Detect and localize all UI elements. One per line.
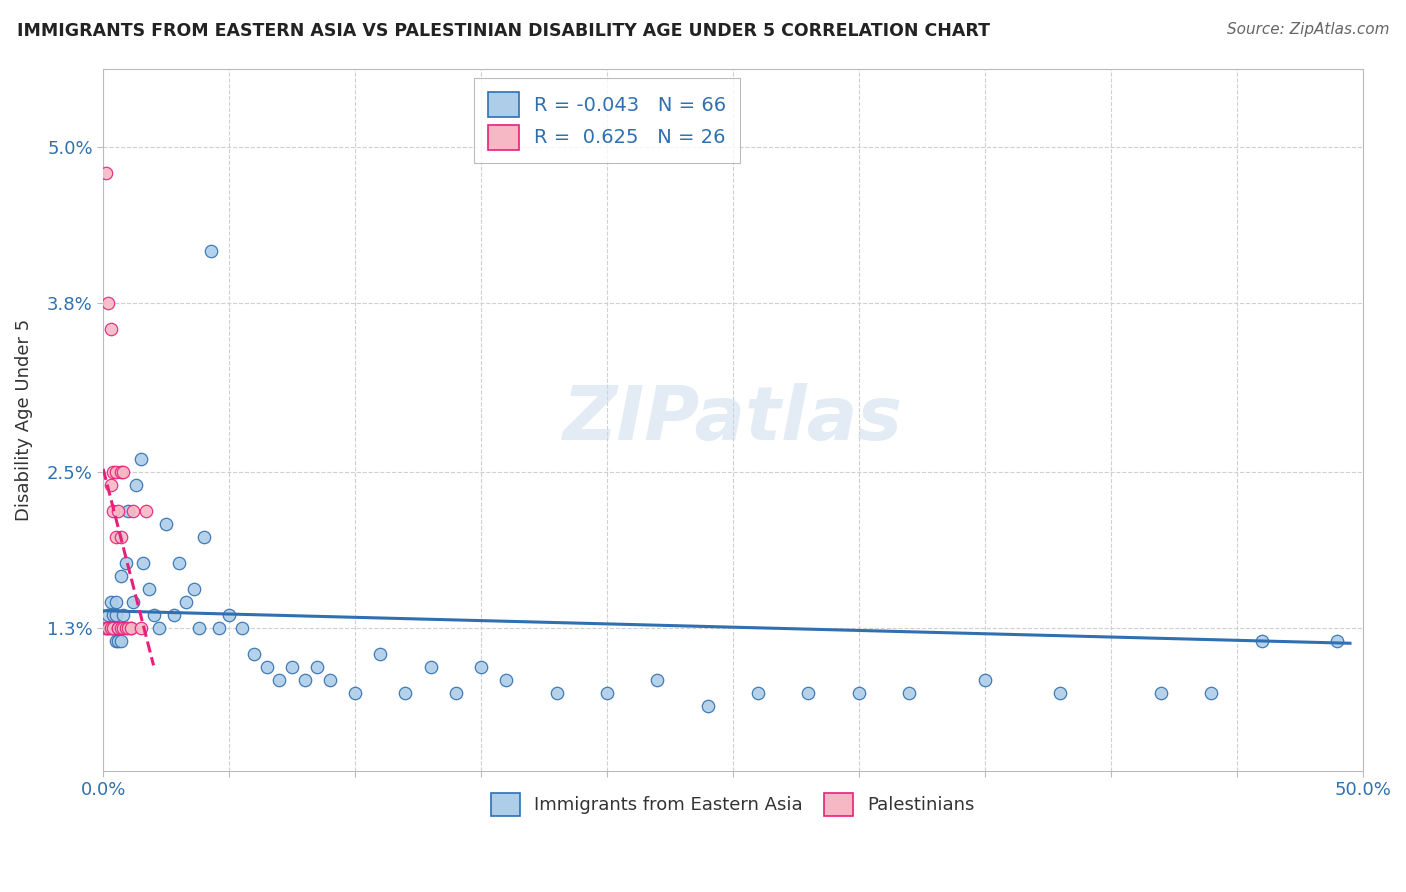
Point xyxy=(104,607,127,622)
Point xyxy=(107,621,129,635)
Point xyxy=(110,530,132,544)
Point xyxy=(797,686,820,700)
Point xyxy=(155,516,177,531)
Point xyxy=(107,503,129,517)
Point xyxy=(104,465,127,479)
Point xyxy=(148,621,170,635)
Point xyxy=(394,686,416,700)
Point xyxy=(218,607,240,622)
Point xyxy=(112,607,135,622)
Point xyxy=(115,621,138,635)
Point xyxy=(100,621,122,635)
Point xyxy=(1250,633,1272,648)
Point xyxy=(495,673,517,687)
Point xyxy=(122,594,145,608)
Point xyxy=(183,582,205,596)
Point xyxy=(163,607,186,622)
Point xyxy=(200,244,222,258)
Y-axis label: Disability Age Under 5: Disability Age Under 5 xyxy=(15,318,32,521)
Point xyxy=(117,503,139,517)
Point xyxy=(117,621,139,635)
Point xyxy=(294,673,316,687)
Point xyxy=(973,673,995,687)
Point xyxy=(1049,686,1071,700)
Point xyxy=(110,568,132,582)
Point xyxy=(94,621,117,635)
Point xyxy=(419,659,441,673)
Point xyxy=(129,621,152,635)
Point xyxy=(115,556,138,570)
Point xyxy=(129,451,152,466)
Point xyxy=(470,659,492,673)
Legend: Immigrants from Eastern Asia, Palestinians: Immigrants from Eastern Asia, Palestinia… xyxy=(482,783,984,825)
Point xyxy=(103,621,125,635)
Point xyxy=(122,503,145,517)
Point xyxy=(848,686,870,700)
Point xyxy=(1150,686,1173,700)
Point xyxy=(94,621,117,635)
Point xyxy=(231,621,253,635)
Text: ZIPatlas: ZIPatlas xyxy=(562,383,903,456)
Point xyxy=(103,621,125,635)
Point xyxy=(103,503,125,517)
Point xyxy=(103,607,125,622)
Point xyxy=(368,647,391,661)
Point xyxy=(103,621,125,635)
Point xyxy=(100,321,122,335)
Point xyxy=(110,621,132,635)
Point xyxy=(696,698,718,713)
Point xyxy=(104,621,127,635)
Point xyxy=(1201,686,1223,700)
Point xyxy=(187,621,209,635)
Point xyxy=(125,477,148,491)
Point xyxy=(243,647,266,661)
Point xyxy=(546,686,568,700)
Point xyxy=(208,621,231,635)
Point xyxy=(120,621,142,635)
Point xyxy=(107,633,129,648)
Point xyxy=(107,621,129,635)
Point xyxy=(269,673,291,687)
Point xyxy=(94,165,117,179)
Point xyxy=(1326,633,1348,648)
Text: IMMIGRANTS FROM EASTERN ASIA VS PALESTINIAN DISABILITY AGE UNDER 5 CORRELATION C: IMMIGRANTS FROM EASTERN ASIA VS PALESTIN… xyxy=(17,22,990,40)
Point xyxy=(112,465,135,479)
Point xyxy=(103,465,125,479)
Point xyxy=(647,673,669,687)
Point xyxy=(138,582,160,596)
Point xyxy=(97,607,120,622)
Point xyxy=(97,295,120,310)
Point xyxy=(444,686,467,700)
Point xyxy=(281,659,304,673)
Point xyxy=(135,503,157,517)
Point xyxy=(344,686,367,700)
Point xyxy=(110,633,132,648)
Point xyxy=(256,659,278,673)
Point xyxy=(176,594,198,608)
Point xyxy=(193,530,215,544)
Point xyxy=(142,607,165,622)
Point xyxy=(747,686,769,700)
Point xyxy=(319,673,342,687)
Point xyxy=(100,621,122,635)
Point xyxy=(104,633,127,648)
Point xyxy=(307,659,329,673)
Text: Source: ZipAtlas.com: Source: ZipAtlas.com xyxy=(1226,22,1389,37)
Point xyxy=(120,621,142,635)
Point xyxy=(110,465,132,479)
Point xyxy=(100,477,122,491)
Point xyxy=(104,594,127,608)
Point xyxy=(97,621,120,635)
Point xyxy=(104,530,127,544)
Point xyxy=(167,556,190,570)
Point xyxy=(97,621,120,635)
Point xyxy=(596,686,619,700)
Point xyxy=(107,621,129,635)
Point xyxy=(100,594,122,608)
Point xyxy=(132,556,155,570)
Point xyxy=(898,686,921,700)
Point xyxy=(112,621,135,635)
